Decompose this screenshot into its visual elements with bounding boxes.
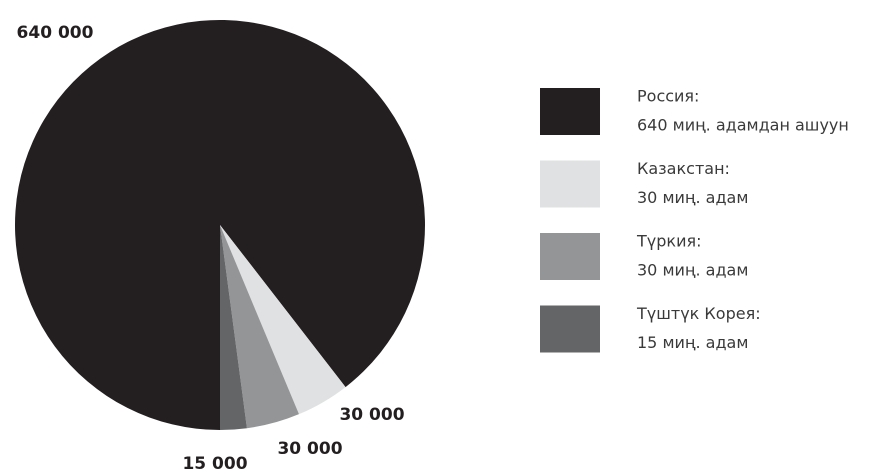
value-label: 640 000	[17, 23, 94, 43]
legend-note: 30 миң. адам	[637, 261, 748, 280]
value-label: 30 000	[339, 405, 404, 425]
legend-note: 640 миң. адамдан ашуун	[637, 116, 849, 135]
legend-swatch	[540, 160, 600, 208]
pie-slice	[220, 225, 299, 429]
legend-note: 30 миң. адам	[637, 188, 748, 207]
legend-swatch	[540, 305, 600, 353]
legend-label: Түркия:	[636, 232, 701, 251]
legend-swatch	[540, 233, 600, 280]
pie-slice	[220, 225, 346, 415]
legend-label: Түштүк Корея:	[636, 304, 761, 323]
pie-slice	[220, 225, 247, 430]
legend-label: Казакстан:	[637, 159, 730, 178]
value-label: 30 000	[277, 439, 342, 459]
legend-swatch	[540, 88, 600, 135]
legend-label: Россия:	[637, 87, 699, 106]
value-label: 15 000	[182, 454, 247, 474]
legend-note: 15 миң. адам	[637, 333, 748, 352]
